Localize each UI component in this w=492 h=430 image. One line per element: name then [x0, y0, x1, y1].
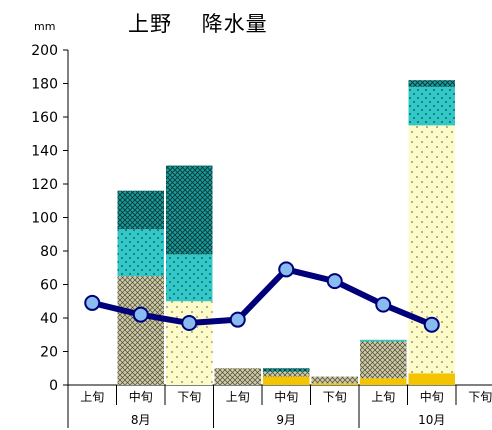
line-point — [279, 262, 293, 276]
y-tick-label: 0 — [49, 378, 58, 394]
line-point — [425, 318, 439, 332]
bar-segment — [409, 125, 456, 373]
bar-segment — [409, 87, 456, 126]
x-tick-label: 上旬 — [371, 390, 395, 404]
x-axis: 上旬 中旬 下旬 上旬 中旬 下旬 上旬 中旬 下旬 8月 9月 10月 — [68, 385, 492, 428]
bar-segment — [360, 341, 407, 378]
x-tick-label: 中旬 — [129, 389, 153, 404]
month-label: 8月 — [131, 413, 151, 427]
y-tick-label: 80 — [40, 244, 58, 260]
line-point — [134, 308, 148, 322]
bar-segment — [360, 340, 407, 342]
y-tick-label: 120 — [31, 177, 58, 193]
bar-segment — [263, 377, 310, 385]
bar-segment — [118, 229, 165, 276]
bars — [118, 80, 456, 385]
bar-segment — [166, 166, 213, 255]
line-point — [182, 316, 196, 330]
bar-segment — [166, 301, 213, 385]
x-tick-label: 中旬 — [274, 389, 298, 404]
y-tick-label: 140 — [31, 144, 58, 160]
y-tick-label: 180 — [31, 77, 58, 93]
y-tick-label: 200 — [31, 43, 58, 59]
bar-segment — [263, 368, 310, 371]
bar-segment — [312, 377, 359, 384]
line-point — [85, 296, 99, 310]
y-tick-label: 20 — [40, 345, 58, 361]
bar-segment — [166, 254, 213, 301]
bar-segment — [360, 378, 407, 385]
y-tick-label: 160 — [31, 110, 58, 126]
bar-segment — [215, 368, 262, 385]
x-tick-label: 下旬 — [323, 390, 347, 404]
x-tick-label: 上旬 — [80, 390, 104, 404]
x-tick-label: 下旬 — [468, 390, 492, 404]
bar-segment — [409, 373, 456, 385]
bar-segment — [118, 276, 165, 385]
bar-segment — [312, 383, 359, 385]
x-tick-label: 上旬 — [226, 390, 250, 404]
month-label: 9月 — [276, 413, 296, 427]
y-tick-label: 100 — [31, 211, 58, 227]
y-tick-label: 40 — [40, 311, 58, 327]
bar-segment — [263, 372, 310, 377]
line-point — [376, 298, 390, 312]
x-tick-label: 下旬 — [177, 390, 201, 404]
bar-segment — [409, 80, 456, 87]
month-label: 10月 — [418, 413, 445, 427]
y-tick-label: 60 — [40, 278, 58, 294]
line-point — [328, 274, 342, 288]
line-point — [231, 313, 245, 327]
x-tick-label: 中旬 — [420, 389, 444, 404]
bar-segment — [118, 191, 165, 230]
